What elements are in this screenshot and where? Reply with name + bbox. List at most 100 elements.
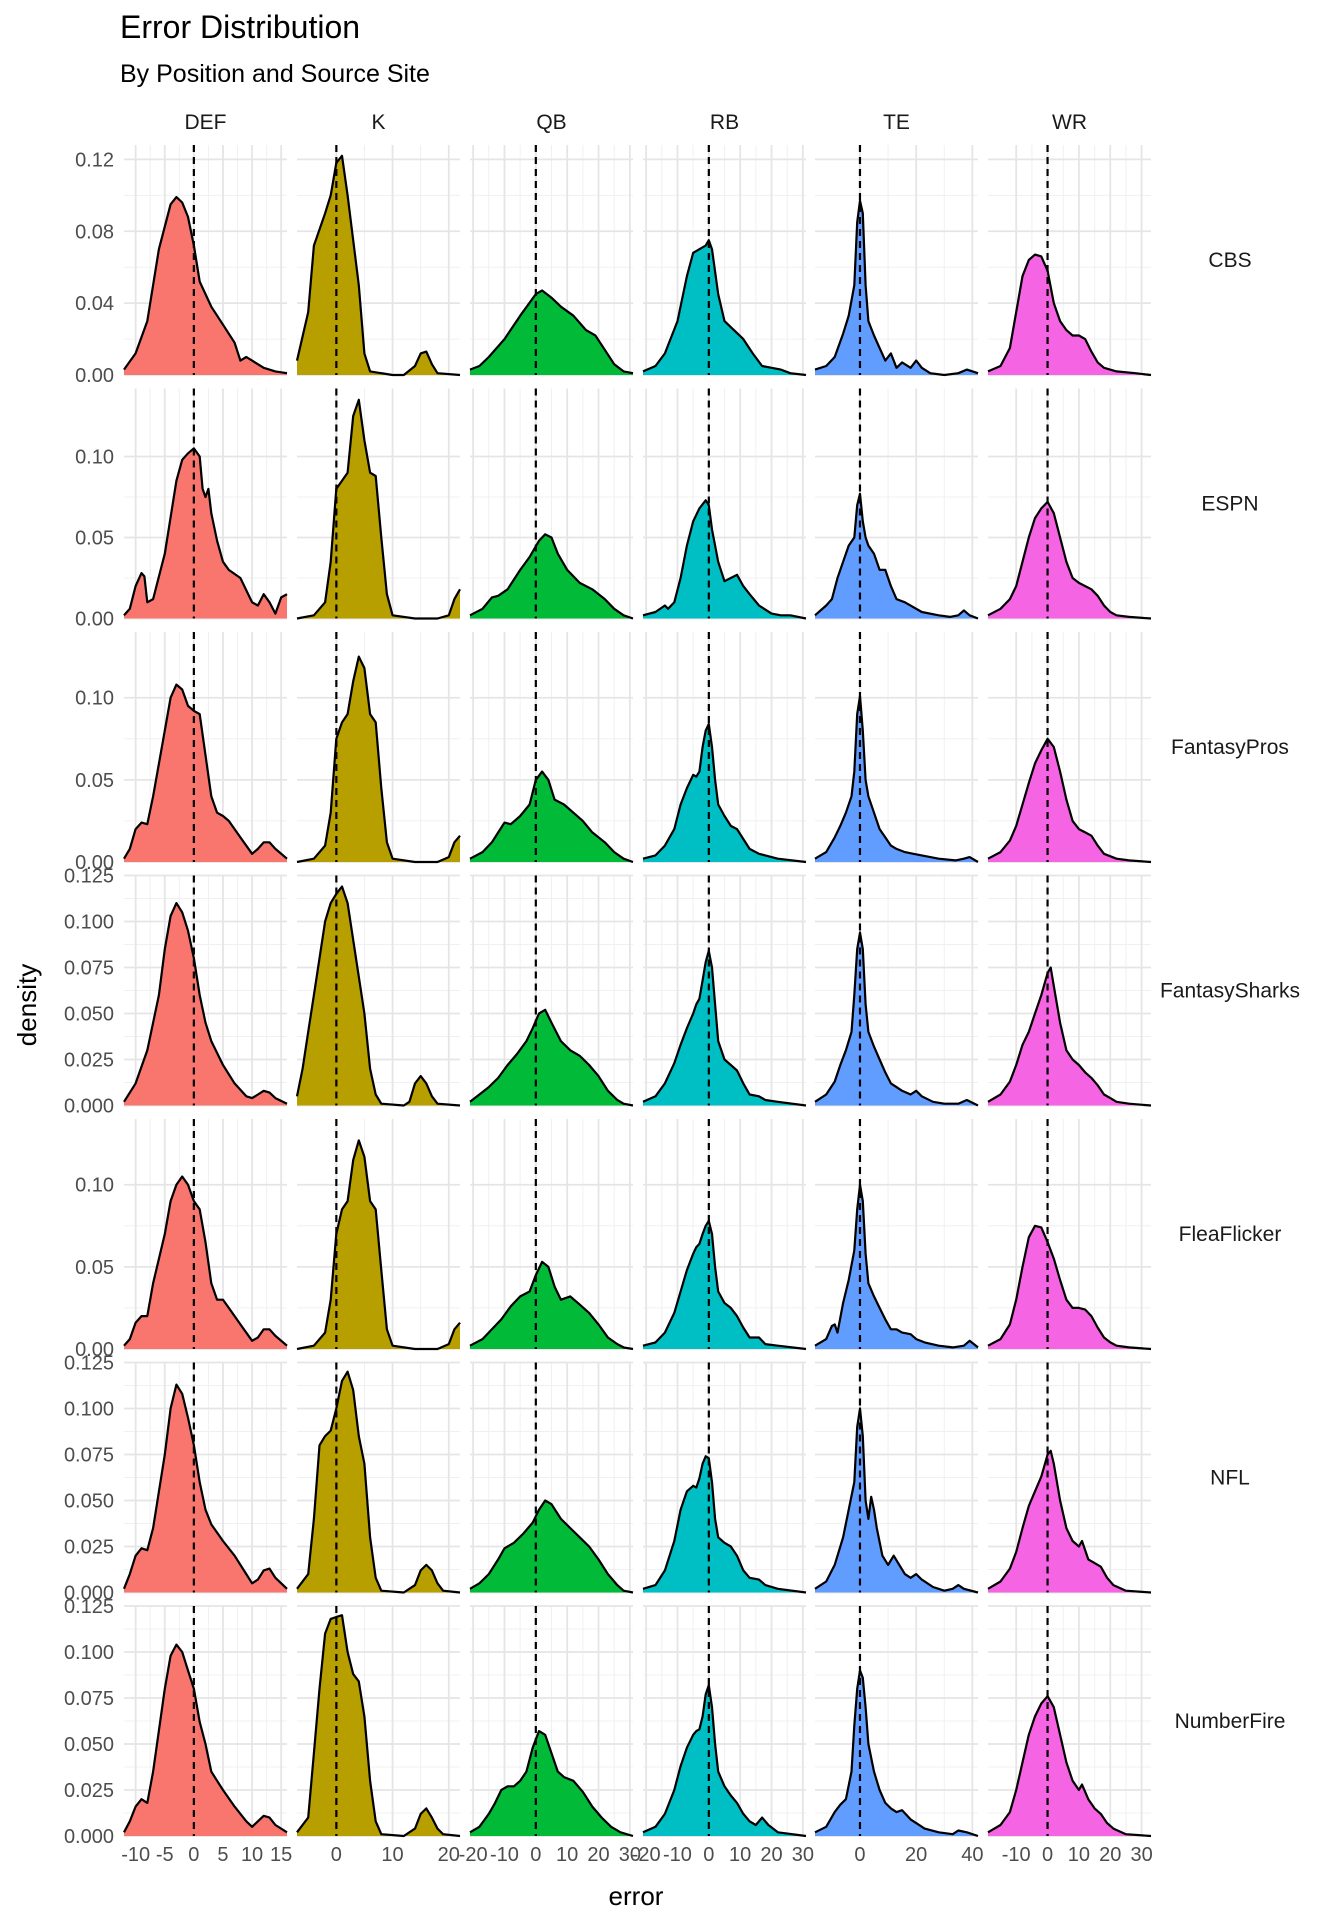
y-tick-label: 0.100 bbox=[64, 1642, 114, 1664]
panel-nfl-k bbox=[296, 1361, 461, 1594]
density-area bbox=[470, 534, 633, 619]
density-area bbox=[815, 696, 978, 862]
density-line bbox=[814, 1669, 979, 1838]
strip-label-rb: RB bbox=[710, 111, 739, 134]
strip-label-numberfire: NumberFire bbox=[1175, 1710, 1286, 1733]
density-line bbox=[123, 683, 288, 860]
density-line bbox=[123, 447, 288, 617]
density-area bbox=[470, 1500, 633, 1593]
x-tick-label: 20 bbox=[438, 1844, 460, 1866]
y-tick-label: 0.10 bbox=[75, 688, 114, 710]
panel-cbs-def bbox=[123, 145, 288, 376]
panel-fleaflicker-def bbox=[123, 1119, 288, 1350]
density-line bbox=[295, 885, 461, 1107]
density-area bbox=[643, 724, 806, 862]
x-tick-label: -10 bbox=[121, 1844, 150, 1866]
x-tick-label: 5 bbox=[217, 1844, 228, 1866]
density-line bbox=[469, 1730, 634, 1838]
panel-numberfire-def bbox=[123, 1605, 288, 1837]
y-tick-label: 0.050 bbox=[64, 1491, 114, 1513]
density-area bbox=[124, 1176, 287, 1349]
y-tick-label: 0.050 bbox=[64, 1004, 114, 1026]
x-tick-label: 30 bbox=[792, 1844, 814, 1866]
chart-subtitle: By Position and Source Site bbox=[120, 60, 430, 88]
density-line bbox=[814, 1183, 979, 1349]
x-tick-label: 20 bbox=[1099, 1844, 1121, 1866]
x-tick-label: -20 bbox=[459, 1844, 488, 1866]
density-line bbox=[123, 1643, 288, 1834]
density-area bbox=[297, 155, 460, 375]
x-axis-title: error bbox=[609, 1881, 664, 1911]
y-tick-label: 0.05 bbox=[75, 1257, 114, 1279]
x-tick-label: 0 bbox=[1042, 1844, 1053, 1866]
x-tick-label: 10 bbox=[1068, 1844, 1090, 1866]
density-area bbox=[643, 1456, 806, 1593]
x-tick-label: 10 bbox=[729, 1844, 751, 1866]
strip-label-k: K bbox=[371, 111, 385, 134]
density-area bbox=[815, 932, 978, 1106]
panel-cbs-te bbox=[814, 145, 979, 377]
y-tick-label: 0.025 bbox=[64, 1537, 114, 1559]
x-tick-label: -10 bbox=[663, 1844, 692, 1866]
density-line bbox=[987, 1695, 1152, 1838]
density-area bbox=[815, 1184, 978, 1349]
density-area bbox=[470, 771, 633, 862]
y-tick-label: 0.075 bbox=[64, 958, 114, 980]
panel-fantasypros-def bbox=[123, 632, 288, 863]
panel-cbs-wr bbox=[987, 145, 1152, 377]
strip-label-te: TE bbox=[883, 111, 910, 134]
panel-fantasypros-qb bbox=[469, 632, 634, 864]
density-line bbox=[642, 1219, 807, 1351]
panel-nfl-rb bbox=[642, 1361, 807, 1594]
panel-nfl-def bbox=[122, 1361, 288, 1594]
x-tick-label: 0 bbox=[530, 1844, 541, 1866]
strip-label-cbs: CBS bbox=[1208, 249, 1251, 272]
density-area bbox=[815, 200, 978, 375]
x-tick-label: 20 bbox=[587, 1844, 609, 1866]
panel-cbs-rb bbox=[642, 145, 807, 377]
density-line bbox=[642, 722, 807, 864]
x-tick-label: -10 bbox=[1002, 1844, 1031, 1866]
density-area bbox=[124, 197, 287, 375]
density-line bbox=[469, 289, 634, 375]
x-tick-label: 10 bbox=[241, 1844, 263, 1866]
y-tick-label: 0.125 bbox=[64, 1596, 114, 1618]
density-line bbox=[469, 533, 634, 620]
panel-cbs-qb bbox=[469, 145, 634, 376]
x-tick-label: -5 bbox=[156, 1844, 174, 1866]
y-tick-label: 0.12 bbox=[75, 149, 114, 171]
density-area bbox=[124, 1384, 287, 1593]
density-line bbox=[122, 1383, 288, 1590]
density-line bbox=[295, 154, 461, 377]
density-area bbox=[124, 448, 287, 619]
x-tick-label: 0 bbox=[188, 1844, 199, 1866]
x-tick-label: 0 bbox=[331, 1844, 342, 1866]
panel-fantasypros-wr bbox=[987, 632, 1152, 864]
density-line bbox=[642, 949, 807, 1107]
density-area bbox=[988, 1696, 1151, 1836]
y-tick-label: 0.04 bbox=[75, 293, 114, 315]
density-line bbox=[814, 695, 979, 863]
y-axis-title: density bbox=[12, 964, 42, 1046]
density-area bbox=[470, 1731, 633, 1836]
density-line bbox=[123, 1175, 288, 1347]
y-tick-label: 0.100 bbox=[64, 1399, 114, 1421]
y-tick-label: 0.00 bbox=[75, 609, 114, 631]
panel-fantasysharks-qb bbox=[469, 874, 634, 1107]
panel-cbs-k bbox=[295, 145, 461, 377]
density-line bbox=[814, 1407, 979, 1594]
x-tick-label: 20 bbox=[760, 1844, 782, 1866]
strip-label-fantasysharks: FantasySharks bbox=[1160, 980, 1300, 1003]
density-line bbox=[123, 196, 288, 375]
density-area bbox=[470, 290, 633, 375]
y-tick-label: 0.000 bbox=[64, 1583, 114, 1605]
x-tick-label: 10 bbox=[381, 1844, 403, 1866]
y-tick-label: 0.00 bbox=[75, 1339, 114, 1361]
panel-nfl-qb bbox=[469, 1361, 634, 1594]
x-tick-label: 0 bbox=[703, 1844, 714, 1866]
panel-espn-def bbox=[123, 388, 288, 620]
panel-espn-te bbox=[814, 388, 979, 620]
x-tick-label: 10 bbox=[556, 1844, 578, 1866]
y-tick-label: 0.125 bbox=[64, 866, 114, 888]
y-tick-label: 0.025 bbox=[64, 1780, 114, 1802]
